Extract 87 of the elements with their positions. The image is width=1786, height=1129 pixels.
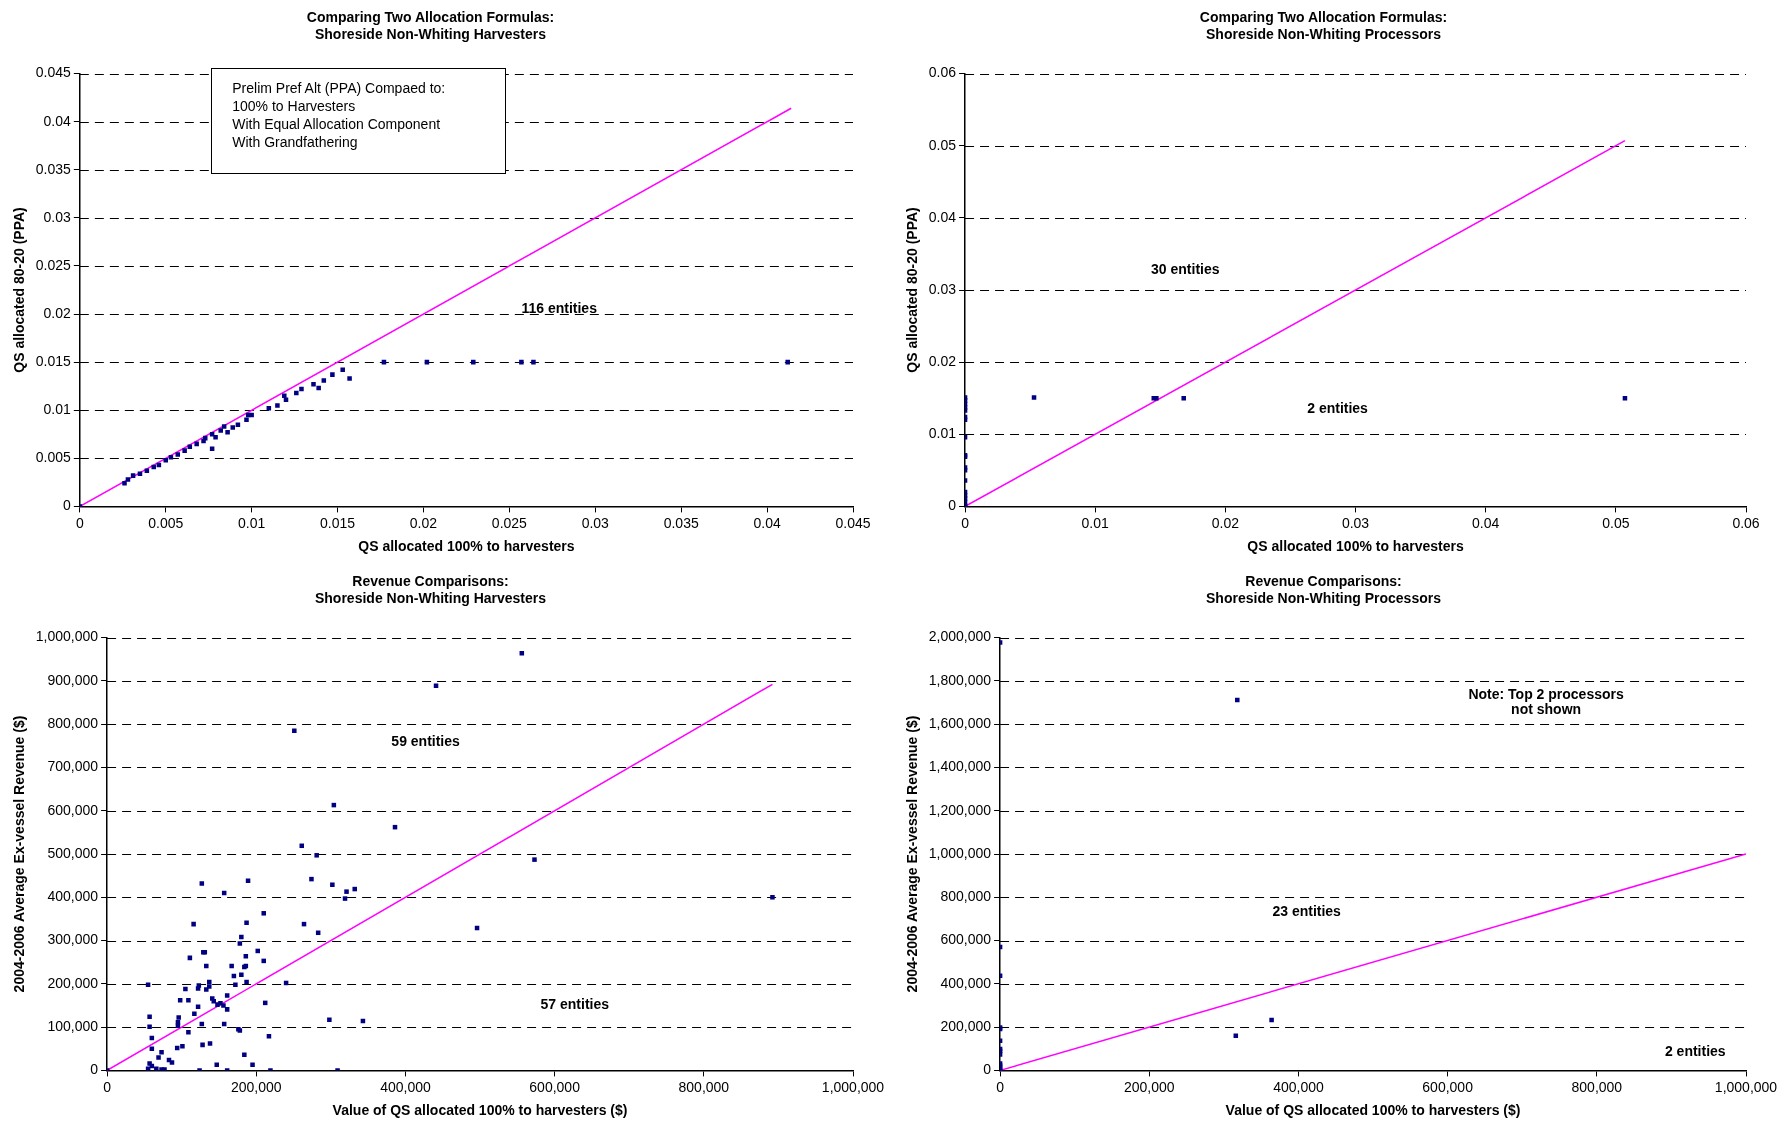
x-tick-label: 0.06 bbox=[1732, 514, 1760, 531]
y-axis-title: QS allocated 80-20 (PPA) bbox=[904, 207, 921, 373]
y-axis-title: QS allocated 80-20 (PPA) bbox=[11, 207, 28, 373]
y-tick-label: 100,000 bbox=[47, 1017, 99, 1034]
annotation: 30 entities bbox=[1151, 261, 1220, 278]
annotation: 57 entities bbox=[540, 996, 610, 1013]
y-tick-label: 0.005 bbox=[35, 449, 72, 466]
y-tick-label: 900,000 bbox=[47, 671, 99, 688]
x-tick-label: 0 bbox=[996, 1078, 1005, 1095]
x-tick-label: 800,000 bbox=[678, 1078, 730, 1095]
x-tick-label: 0 bbox=[103, 1078, 112, 1095]
y-tick-label: 0.04 bbox=[43, 112, 72, 129]
annotation: Note: Top 2 processors not shown bbox=[1468, 685, 1624, 717]
y-tick-label: 0.05 bbox=[928, 136, 957, 153]
x-tick-label: 0.045 bbox=[835, 514, 871, 531]
x-axis-title: Value of QS allocated 100% to harvesters ($) bbox=[332, 1102, 628, 1119]
chart-title: Comparing Two Allocation Formulas: Shoreside Non-Whiting Harvesters bbox=[306, 9, 555, 43]
x-tick-label: 1,000,000 bbox=[1714, 1078, 1778, 1095]
y-tick-label: 300,000 bbox=[47, 931, 99, 948]
y-tick-label: 0.045 bbox=[35, 64, 72, 81]
x-axis-title: Value of QS allocated 100% to harvesters ($) bbox=[1225, 1102, 1521, 1119]
x-axis-title: QS allocated 100% to harvesters bbox=[358, 538, 575, 555]
y-tick-label: 0.025 bbox=[35, 256, 72, 273]
x-tick-label: 200,000 bbox=[1123, 1078, 1175, 1095]
x-tick-label: 0.02 bbox=[409, 514, 438, 531]
x-tick-label: 0.03 bbox=[1341, 514, 1370, 531]
x-tick-label: 600,000 bbox=[529, 1078, 581, 1095]
note-box: Prelim Pref Alt (PPA) Compaed to: 100% to Harvesters With Equal Allocation Component With Grandfathering bbox=[211, 67, 507, 174]
y-tick-label: 1,600,000 bbox=[928, 715, 992, 732]
y-tick-label: 1,000,000 bbox=[35, 628, 99, 645]
y-tick-label: 0.06 bbox=[928, 64, 957, 81]
x-tick-label: 0.01 bbox=[1081, 514, 1110, 531]
y-tick-label: 600,000 bbox=[47, 801, 99, 818]
x-tick-label: 0.03 bbox=[581, 514, 610, 531]
x-tick-label: 0.04 bbox=[1472, 514, 1500, 531]
x-tick-label: 0.035 bbox=[663, 514, 699, 531]
y-tick-label: 0.01 bbox=[928, 425, 957, 442]
x-tick-label: 0.01 bbox=[238, 514, 266, 531]
y-tick-label: 1,000,000 bbox=[928, 844, 992, 861]
annotation: 2 entities bbox=[1664, 1042, 1726, 1059]
y-tick-label: 0.03 bbox=[43, 208, 72, 225]
x-axis-title: QS allocated 100% to harvesters bbox=[1247, 538, 1464, 555]
x-tick-label: 0.025 bbox=[491, 514, 528, 531]
y-tick-label: 2,000,000 bbox=[928, 628, 992, 645]
chart-title: Revenue Comparisons: Shoreside Non-Whiting Harvesters bbox=[314, 573, 547, 607]
annotation: 116 entities bbox=[521, 299, 598, 316]
y-tick-label: 0.01 bbox=[43, 401, 72, 418]
x-tick-label: 0.05 bbox=[1602, 514, 1630, 531]
y-tick-label: 400,000 bbox=[940, 974, 992, 991]
chart-title: Comparing Two Allocation Formulas: Shoreside Non-Whiting Processors bbox=[1199, 9, 1448, 43]
y-tick-label: 1,400,000 bbox=[928, 758, 992, 775]
x-tick-label: 0.015 bbox=[320, 514, 356, 531]
y-tick-label: 200,000 bbox=[940, 1017, 992, 1034]
y-tick-label: 0 bbox=[90, 1061, 99, 1078]
y-tick-label: 700,000 bbox=[47, 758, 99, 775]
y-tick-label: 0.03 bbox=[928, 280, 957, 297]
y-tick-label: 0.015 bbox=[35, 352, 72, 369]
x-tick-label: 0.005 bbox=[148, 514, 184, 531]
annotation: 23 entities bbox=[1272, 902, 1342, 919]
y-axis-title: 2004-2006 Average Ex-vessel Revenue ($) bbox=[11, 715, 28, 993]
x-tick-label: 400,000 bbox=[380, 1078, 431, 1095]
y-tick-label: 0.02 bbox=[43, 304, 72, 321]
x-tick-label: 1,000,000 bbox=[821, 1078, 885, 1095]
annotation: 59 entities bbox=[391, 733, 461, 750]
x-tick-label: 400,000 bbox=[1273, 1078, 1324, 1095]
y-tick-label: 500,000 bbox=[47, 844, 99, 861]
x-tick-label: 800,000 bbox=[1571, 1078, 1623, 1095]
x-tick-label: 200,000 bbox=[230, 1078, 282, 1095]
y-tick-label: 800,000 bbox=[47, 715, 99, 732]
y-tick-label: 0 bbox=[983, 1061, 992, 1078]
y-tick-label: 1,200,000 bbox=[928, 801, 992, 818]
y-tick-label: 600,000 bbox=[940, 931, 992, 948]
y-tick-label: 1,800,000 bbox=[928, 671, 992, 688]
y-tick-label: 0.04 bbox=[928, 208, 957, 225]
y-tick-label: 400,000 bbox=[47, 888, 99, 905]
y-tick-label: 200,000 bbox=[47, 974, 99, 991]
x-tick-label: 600,000 bbox=[1422, 1078, 1474, 1095]
y-axis-title: 2004-2006 Average Ex-vessel Revenue ($) bbox=[904, 715, 921, 993]
y-tick-label: 0 bbox=[948, 497, 957, 514]
x-tick-label: 0.04 bbox=[753, 514, 781, 531]
y-tick-label: 800,000 bbox=[940, 888, 992, 905]
y-tick-label: 0.02 bbox=[928, 352, 957, 369]
y-tick-label: 0 bbox=[63, 497, 72, 514]
x-tick-label: 0.02 bbox=[1211, 514, 1240, 531]
chart-title: Revenue Comparisons: Shoreside Non-Whiting Processors bbox=[1206, 573, 1442, 607]
y-tick-label: 0.035 bbox=[35, 160, 72, 177]
annotation: 2 entities bbox=[1307, 399, 1369, 416]
